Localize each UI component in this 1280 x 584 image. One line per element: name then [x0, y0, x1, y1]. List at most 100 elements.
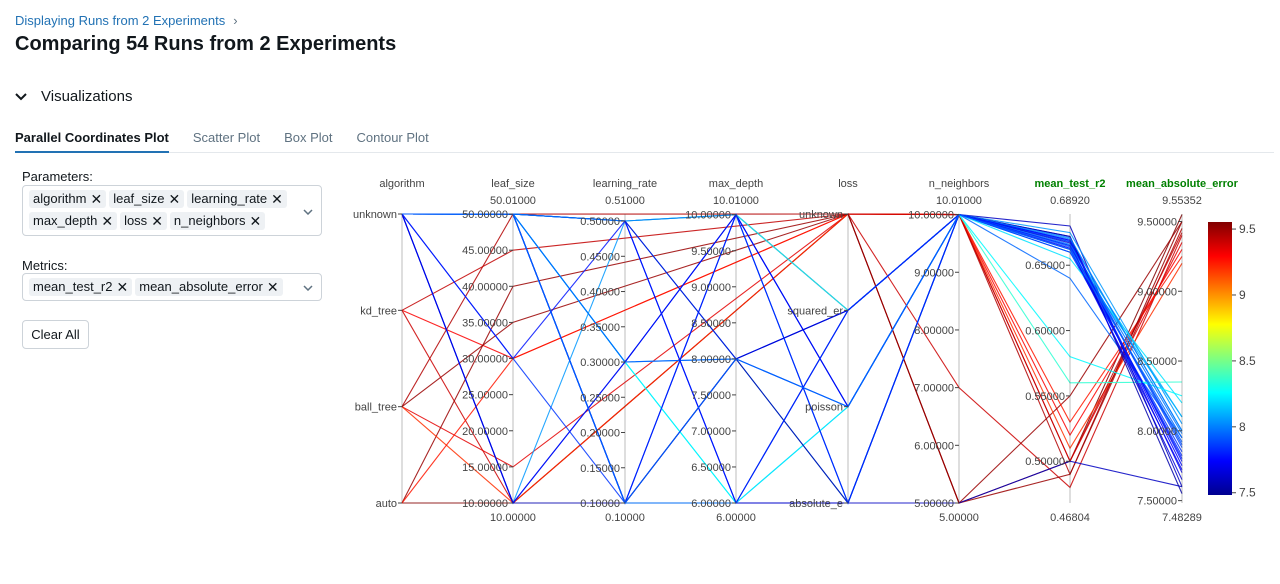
axis-learning-rate[interactable]: learning_rate 0.51000 0.10000 0.50000 0.4500… — [580, 178, 657, 524]
run-line — [401, 213, 1183, 505]
tick-label: 0.15000 — [580, 463, 620, 475]
colorbar-tick-label: 9 — [1239, 288, 1246, 302]
chip-label: max_depth — [33, 213, 98, 228]
run-line — [401, 213, 1183, 505]
colorbar-tick-label: 9.5 — [1239, 222, 1256, 236]
tick-label: 0.50000 — [1025, 456, 1065, 468]
parameter-chip-max-depth: max_depth ✕ — [29, 212, 118, 230]
axis-max-label: 0.68920 — [1050, 195, 1090, 207]
colorbar: 9.5 9 8.5 8 7.5 — [1208, 222, 1256, 500]
parameter-chip-loss: loss ✕ — [120, 212, 167, 230]
tab-parallel-coordinates[interactable]: Parallel Coordinates Plot — [15, 128, 169, 153]
close-icon[interactable]: ✕ — [249, 213, 262, 229]
chip-label: algorithm — [33, 191, 87, 206]
close-icon[interactable]: ✕ — [101, 213, 114, 229]
colorbar-tick-label: 8.5 — [1239, 354, 1256, 368]
axis-title: learning_rate — [593, 178, 657, 190]
close-icon[interactable]: ✕ — [90, 191, 103, 207]
axis-max-depth[interactable]: max_depth 10.01000 6.00000 10.00000 9.50000 9… — [685, 178, 763, 524]
tick-label: ball_tree — [355, 402, 397, 414]
tab-scatter-plot[interactable]: Scatter Plot — [192, 130, 261, 145]
parameters-label: Parameters: — [22, 169, 93, 184]
tick-label: 9.50000 — [1137, 216, 1177, 228]
tick-label: 0.10000 — [580, 498, 620, 510]
tick-label: 0.45000 — [580, 251, 620, 263]
tick-label: 0.60000 — [1025, 326, 1065, 338]
colorbar-tick-label: 7.5 — [1239, 486, 1256, 500]
tick-label: 5.00000 — [914, 498, 954, 510]
section-label: Visualizations — [41, 88, 133, 105]
run-line — [401, 213, 1183, 504]
run-line — [401, 213, 1183, 476]
tick-label: squared_er — [787, 305, 843, 317]
axis-max-label: 10.01000 — [713, 195, 759, 207]
chip-label: learning_rate — [191, 191, 268, 206]
axis-min-label: 0.46804 — [1050, 512, 1090, 524]
run-line — [401, 213, 1183, 463]
axis-mean-test-r2[interactable]: mean_test_r2 0.68920 0.46804 0.65000 0.60000… — [1025, 178, 1105, 524]
tick-label: 50.00000 — [462, 209, 508, 221]
axis-n-neighbors[interactable]: n_neighbors 10.01000 5.00000 10.00000 9.0000… — [908, 178, 990, 524]
close-icon[interactable]: ✕ — [266, 279, 279, 295]
tick-label: unknown — [799, 209, 843, 221]
metrics-label: Metrics: — [22, 258, 68, 273]
parameters-select[interactable]: algorithm ✕ leaf_size ✕ learning_rate ✕ max_de… — [22, 185, 322, 236]
tab-box-plot[interactable]: Box Plot — [284, 130, 333, 145]
tick-label: kd_tree — [360, 305, 397, 317]
tick-label: absolute_e — [789, 498, 843, 510]
tick-label: 35.00000 — [462, 317, 508, 329]
tick-label: 6.50000 — [691, 462, 731, 474]
chip-label: leaf_size — [113, 191, 165, 206]
tick-label: 0.55000 — [1025, 391, 1065, 403]
chevron-down-icon — [15, 92, 27, 101]
close-icon[interactable]: ✕ — [151, 213, 163, 229]
page-title: Comparing 54 Runs from 2 Experiments — [15, 33, 397, 55]
axis-min-label: 5.00000 — [939, 512, 979, 524]
run-lines — [401, 213, 1183, 505]
close-icon[interactable]: ✕ — [168, 191, 181, 207]
close-icon[interactable]: ✕ — [271, 191, 283, 207]
tick-label: auto — [376, 498, 397, 510]
tick-label: 20.00000 — [462, 426, 508, 438]
metrics-select[interactable]: mean_test_r2 ✕ mean_absolute_error ✕ — [22, 273, 322, 301]
axis-title: mean_absolute_error — [1126, 178, 1239, 190]
axis-leaf-size[interactable]: leaf_size 50.01000 10.00000 50.00000 45.0000… — [462, 178, 536, 524]
axis-title: loss — [838, 178, 858, 190]
tick-label: 0.50000 — [580, 216, 620, 228]
axis-max-label: 9.55352 — [1162, 195, 1202, 207]
metric-chip-mean-absolute-error: mean_absolute_error ✕ — [135, 278, 283, 296]
visualizations-section-toggle[interactable]: Visualizations — [15, 88, 132, 105]
tick-label: 7.00000 — [691, 426, 731, 438]
tick-label: 15.00000 — [462, 462, 508, 474]
tick-label: 9.00000 — [691, 282, 731, 294]
clear-all-button[interactable]: Clear All — [22, 320, 89, 349]
chip-label: mean_absolute_error — [139, 279, 263, 294]
chevron-down-icon[interactable] — [303, 278, 313, 296]
tick-label: 7.50000 — [1137, 496, 1177, 508]
tick-label: 10.00000 — [908, 210, 954, 222]
parameter-chip-n-neighbors: n_neighbors ✕ — [169, 212, 266, 230]
close-icon[interactable]: ✕ — [116, 279, 129, 295]
colorbar-tick-label: 8 — [1239, 420, 1246, 434]
axis-title: n_neighbors — [929, 178, 990, 190]
axis-min-label: 0.10000 — [605, 512, 645, 524]
chevron-right-icon: › — [233, 13, 238, 28]
tick-label: 8.50000 — [691, 318, 731, 330]
tick-label: 0.40000 — [580, 287, 620, 299]
axis-max-label: 50.01000 — [490, 195, 536, 207]
tick-label: 6.00000 — [691, 498, 731, 510]
axis-title: algorithm — [379, 178, 424, 190]
chevron-down-icon[interactable] — [303, 202, 313, 220]
tick-label: 0.20000 — [580, 428, 620, 440]
axis-mean-absolute-error[interactable]: mean_absolute_error 9.55352 7.48289 9.50000… — [1126, 178, 1239, 524]
tick-label: 0.25000 — [580, 392, 620, 404]
tab-contour-plot[interactable]: Contour Plot — [356, 130, 429, 145]
tick-label: 9.00000 — [914, 267, 954, 279]
parameter-chip-algorithm: algorithm ✕ — [29, 190, 107, 208]
breadcrumb-link[interactable]: Displaying Runs from 2 Experiments — [15, 13, 226, 28]
tick-label: 10.00000 — [685, 210, 731, 222]
